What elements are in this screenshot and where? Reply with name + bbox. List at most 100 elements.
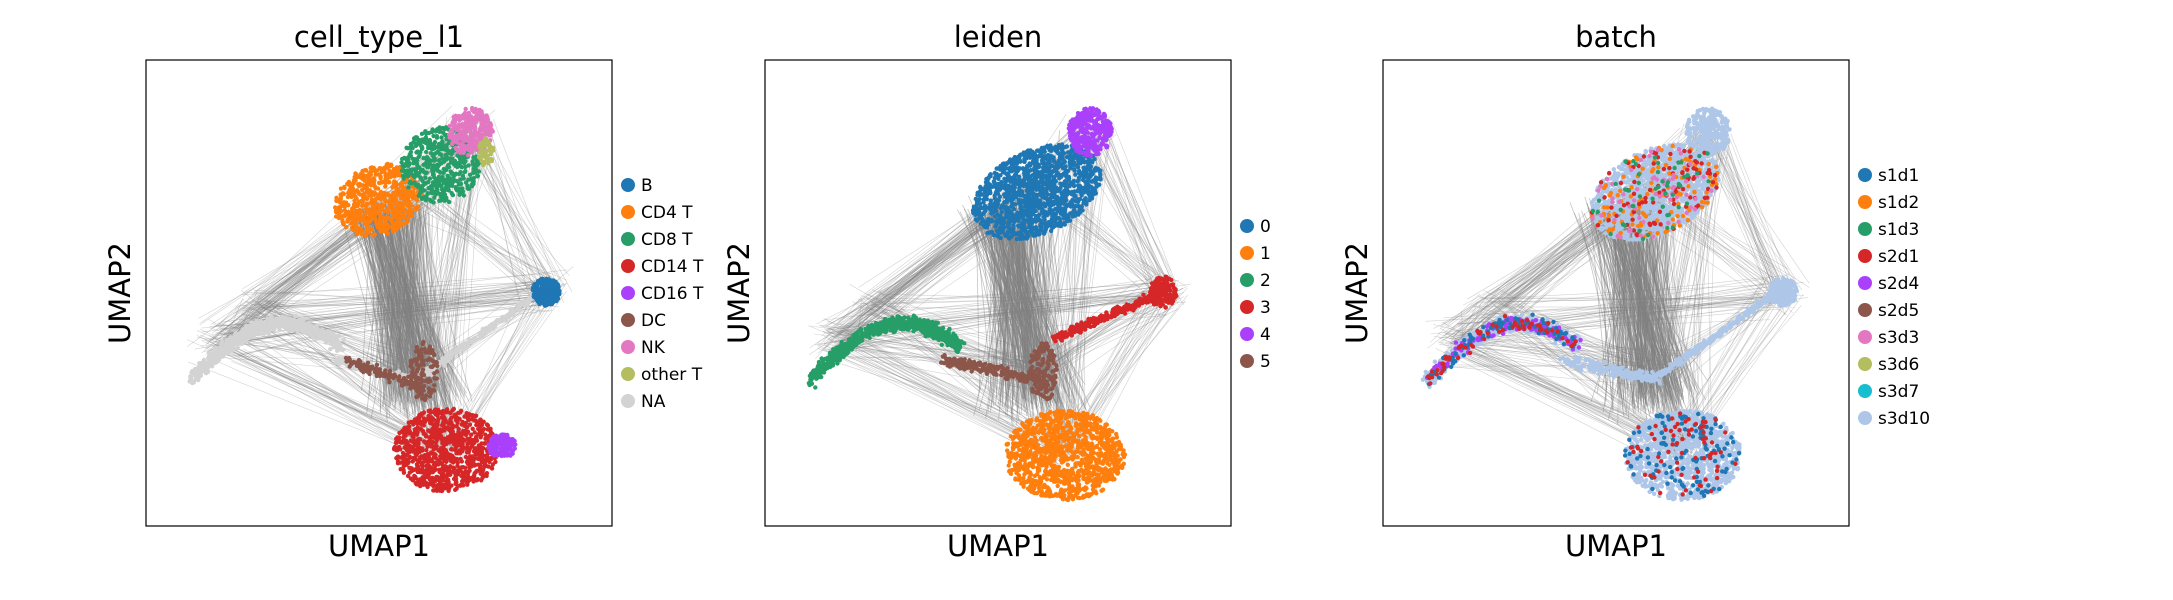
point-CD8-T — [409, 181, 414, 186]
point-CD14-T — [480, 475, 485, 480]
graph-edge — [365, 213, 407, 378]
graph-edge — [372, 212, 400, 390]
graph-edge — [366, 211, 458, 402]
point-CD8-T — [449, 180, 455, 186]
point-CD4-T — [391, 190, 396, 196]
point-CD14-T — [420, 482, 425, 487]
graph-edge — [381, 207, 434, 389]
point-CD8-T — [475, 173, 480, 178]
point-CD14-T — [415, 430, 420, 435]
point-CD14-T — [471, 473, 477, 478]
point-CD14-T — [461, 483, 466, 488]
point-NA — [438, 359, 443, 365]
point-DC — [429, 364, 435, 370]
point-DC — [430, 388, 435, 393]
graph-edge — [361, 195, 373, 376]
point-DC — [421, 339, 426, 345]
point-CD14-T — [428, 465, 433, 470]
point-NA — [527, 296, 533, 301]
graph-edge — [371, 212, 405, 383]
point-CD14-T — [435, 483, 440, 488]
point-DC — [374, 362, 380, 367]
point-CD8-T — [431, 200, 436, 205]
point-CD14-T — [395, 454, 401, 459]
point-DC — [419, 376, 424, 382]
point-NA — [288, 324, 293, 330]
graph-edge — [402, 200, 415, 390]
point-CD4-T — [386, 193, 391, 198]
point-CD8-T — [466, 186, 472, 191]
point-CD4-T — [352, 227, 358, 232]
point-NA — [331, 340, 337, 346]
point-CD4-T — [401, 200, 407, 205]
graph-edge — [216, 347, 432, 443]
point-CD8-T — [429, 188, 434, 193]
point-CD4-T — [395, 221, 400, 227]
point-CD14-T — [455, 468, 460, 474]
point-NA — [303, 324, 308, 329]
point-CD4-T — [361, 168, 366, 173]
point-CD8-T — [418, 190, 423, 195]
graph-edge — [427, 191, 549, 301]
point-CD4-T — [388, 174, 393, 180]
graph-edge — [427, 203, 531, 289]
graph-edge — [236, 289, 546, 343]
graph-edge — [386, 197, 433, 415]
point-CD14-T — [449, 453, 454, 458]
graph-edge — [359, 209, 439, 389]
graph-edge — [207, 296, 545, 347]
graph-edge — [388, 202, 460, 398]
point-NA — [490, 326, 496, 331]
point-CD4-T — [340, 217, 345, 223]
point-CD4-T — [365, 223, 371, 229]
graph-edge — [375, 201, 410, 403]
graph-edge — [1105, 129, 1154, 305]
graph-edge — [388, 209, 411, 390]
point-DC — [428, 357, 434, 362]
point-CD16-T — [509, 440, 514, 445]
point-CD4-T — [353, 172, 359, 177]
point-NA — [331, 345, 336, 350]
point-CD8-T — [432, 139, 438, 145]
point-CD4-T — [389, 225, 395, 230]
graph-edge — [392, 204, 414, 403]
point-CD14-T — [442, 483, 447, 488]
point-CD14-T — [403, 438, 409, 443]
legend-label: CD8 T — [641, 230, 693, 250]
graph-edge — [212, 342, 426, 462]
point-DC — [411, 358, 416, 364]
graph-edge — [270, 291, 555, 308]
graph-edge — [396, 212, 418, 384]
point-CD4-T — [379, 180, 385, 185]
point-CD8-T — [437, 125, 442, 130]
point-CD4-T — [371, 213, 377, 218]
point-CD14-T — [476, 456, 481, 461]
point-NA — [302, 317, 307, 322]
graph-edge — [492, 118, 564, 303]
graph-edge — [273, 298, 537, 325]
legend-label: NA — [641, 392, 666, 412]
point-CD8-T — [409, 168, 414, 173]
point-DC — [403, 378, 409, 383]
point-CD4-T — [353, 210, 359, 215]
graph-edge — [413, 205, 445, 443]
point-NA — [496, 318, 501, 324]
point-CD14-T — [451, 406, 456, 412]
point-DC — [387, 380, 392, 385]
point-CD4-T — [390, 229, 396, 234]
graph-edge — [401, 191, 461, 452]
point-CD14-T — [475, 477, 480, 483]
point-CD8-T — [443, 181, 448, 186]
point-CD8-T — [430, 127, 435, 132]
point-DC — [367, 364, 372, 370]
point-NA — [269, 315, 274, 320]
graph-edge — [256, 310, 430, 447]
point-CD14-T — [439, 428, 445, 434]
point-NK — [447, 132, 452, 137]
point-CD14-T — [420, 464, 425, 469]
point-CD14-T — [442, 425, 447, 430]
point-CD4-T — [394, 202, 400, 207]
point-CD4-T — [343, 200, 349, 205]
point-CD14-T — [457, 433, 462, 438]
